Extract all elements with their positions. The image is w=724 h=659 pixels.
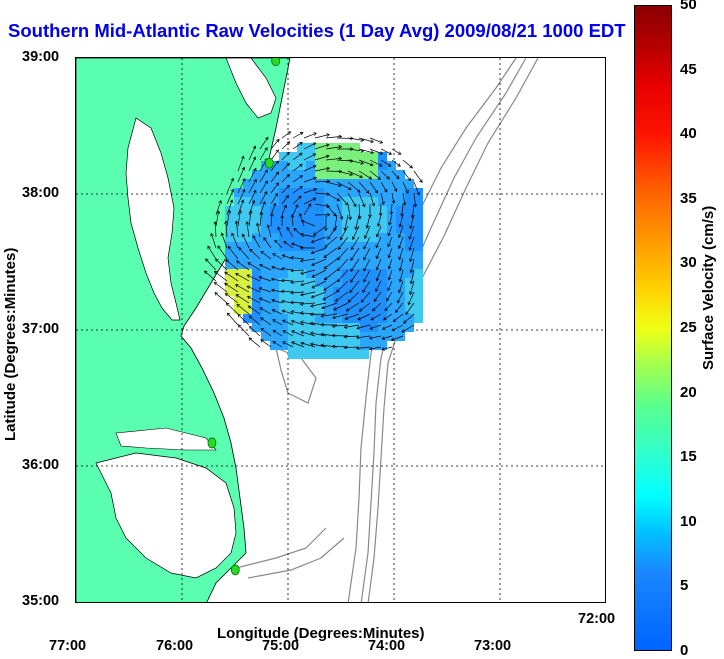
colorbar-tick: 45 [680,60,697,78]
station-marker [207,437,217,449]
colorbar-tick: 5 [680,577,689,595]
x-tick-4: 73:00 [474,638,512,654]
colorbar-tick: 15 [680,448,697,466]
colorbar-tick: 40 [680,125,697,143]
map-title: Southern Mid-Atlantic Raw Velocities (1 … [8,20,626,41]
delaware-bay [225,58,277,119]
colorbar-tick: 50 [680,0,697,13]
colorbar-tick: 35 [680,189,697,207]
colorbar-tick: 30 [680,254,697,272]
x-tick-2: 75:00 [262,638,300,654]
map-plot-area[interactable] [75,57,606,603]
colorbar-tick: 20 [680,383,697,401]
x-tick-5: 72:00 [578,611,616,627]
colorbar [634,5,672,651]
station-marker [271,58,281,67]
x-tick-3: 74:00 [368,638,406,654]
y-tick-2: 37:00 [22,321,60,337]
station-marker [264,157,274,169]
albemarle-sound [115,427,217,451]
x-axis-title: Longitude (Degrees:Minutes) [217,625,425,642]
y-tick-4: 35:00 [22,593,60,609]
chesapeake-bay [125,117,181,321]
colorbar-tick: 25 [680,319,697,336]
y-tick-0: 39:00 [22,49,60,65]
pamlico-sound [95,452,237,579]
x-tick-1: 76:00 [156,638,194,654]
station-marker [230,564,240,576]
colorbar-tick: 10 [680,512,697,530]
map-svg [76,58,605,602]
x-tick-0: 77:00 [49,638,87,654]
colorbar-tick: 0 [680,642,689,659]
y-axis-title: Latitude (Degrees:Minutes) [2,247,19,441]
velocity-field [203,131,423,359]
station-markers [207,58,281,576]
y-tick-3: 36:00 [22,457,60,473]
y-tick-1: 38:00 [22,185,60,201]
colorbar-title: Surface Velocity (cm/s) [700,205,717,370]
